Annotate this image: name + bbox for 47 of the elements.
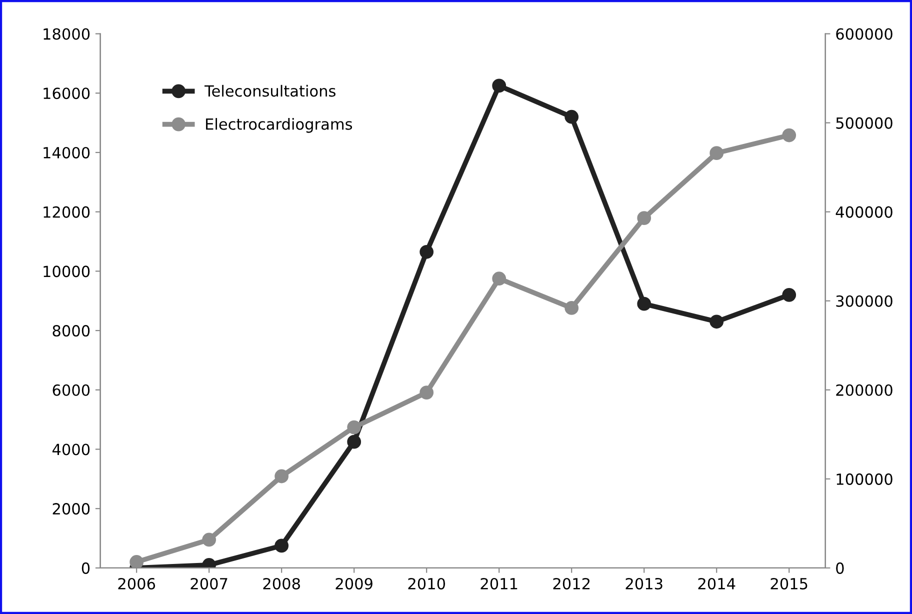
- x-tick-label: 2007: [190, 578, 228, 590]
- point: [782, 128, 796, 142]
- y2-tick-label: 400000: [836, 206, 892, 218]
- y2-tick-label: 100000: [836, 473, 892, 485]
- y-tick-label: 10000: [44, 266, 90, 278]
- point: [492, 272, 506, 286]
- x-tick-label: 2015: [770, 578, 808, 590]
- point: [420, 244, 434, 259]
- legend-label: Teleconsultations: [204, 84, 336, 97]
- y-tick-label: 4000: [52, 444, 90, 456]
- point: [492, 78, 506, 93]
- point: [564, 110, 579, 124]
- point: [637, 211, 652, 226]
- point: [637, 296, 652, 311]
- point: [130, 555, 144, 568]
- point: [710, 146, 724, 160]
- y2-tick-label: 0: [836, 562, 844, 574]
- y2-tick-label: 300000: [836, 295, 892, 307]
- y-tick-label: 14000: [44, 146, 90, 158]
- x-tick-label: 2012: [553, 578, 590, 590]
- point: [347, 434, 362, 449]
- legend-label: Electrocardiograms: [206, 118, 352, 133]
- point: [564, 301, 579, 315]
- y-tick-label: 18000: [44, 28, 90, 40]
- point: [420, 386, 434, 400]
- y-tick-label: 6000: [52, 384, 90, 396]
- x-tick-label: 2011: [480, 578, 518, 590]
- x-tick-label: 2014: [698, 578, 736, 590]
- y-tick-label: 16000: [44, 88, 90, 100]
- x-tick-label: 2009: [336, 578, 372, 590]
- point: [202, 532, 216, 547]
- y2-tick-label: 200000: [836, 384, 892, 396]
- x-tick-label: 2008: [263, 578, 300, 590]
- point: [274, 538, 289, 553]
- y-tick-label: 8000: [52, 325, 90, 337]
- point: [782, 288, 796, 302]
- point: [710, 314, 724, 329]
- x-tick-label: 2010: [408, 578, 446, 590]
- point: [347, 420, 362, 434]
- y2-tick-label: 600000: [836, 28, 892, 40]
- y-tick-label: 12000: [44, 206, 90, 218]
- y2-tick-label: 500000: [836, 117, 892, 129]
- x-tick-label: 2006: [118, 578, 156, 590]
- x-tick-label: 2013: [626, 578, 662, 590]
- y-tick-label: 2000: [52, 503, 90, 515]
- y-tick-label: 0: [82, 562, 90, 574]
- point: [274, 469, 289, 484]
